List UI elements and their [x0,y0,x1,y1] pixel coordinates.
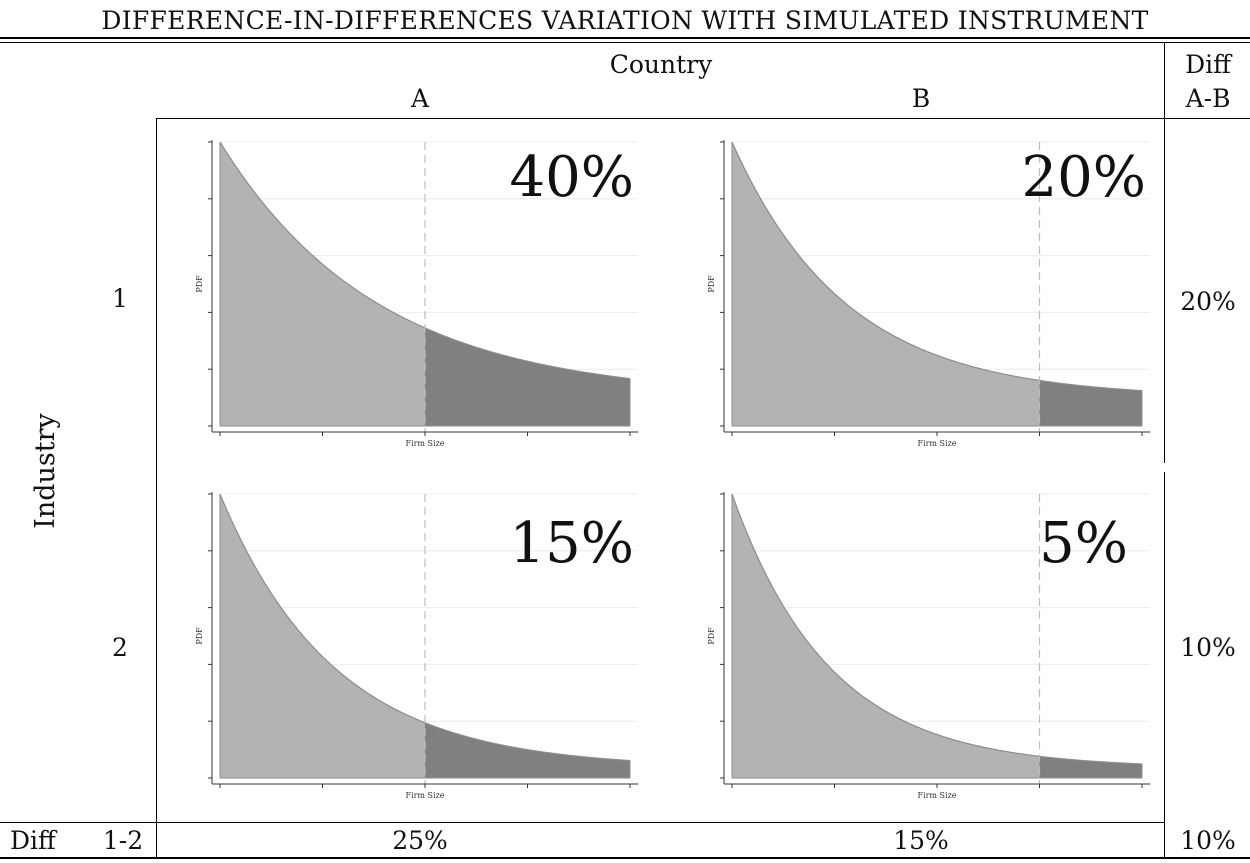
row1-diff-ab: 20% [1180,287,1236,316]
panel-1a: PDF Firm Size 40% [195,140,638,448]
density-curve [731,141,1143,392]
y-axis-label: PDF [195,275,204,293]
row-label-2: 2 [112,633,128,662]
density-area-right-tail [425,327,630,426]
density-area-right-tail [1039,756,1142,778]
panel-1b: PDF Firm Size 20% [707,140,1150,448]
density-area-right-tail [425,722,630,778]
table-title: DIFFERENCE-IN-DIFFERENCES VARIATION WITH… [101,6,1149,35]
panel-share-label: 15% [510,511,634,576]
panel-area-left-border [156,118,157,858]
column-header-a: A [410,84,430,113]
x-axis-label: Firm Size [405,439,444,448]
panel-share-label: 5% [1039,511,1128,576]
country-group-label: Country [609,50,713,79]
footer-diff-sublabel: 1-2 [102,826,144,855]
density-area-left [220,142,425,426]
density-area-left [732,494,1040,778]
row-label-1: 1 [112,284,128,313]
footer-diff-country-b: 15% [893,826,949,855]
density-area-left [220,494,425,778]
panel-share-label: 40% [510,145,634,210]
top-rule-second [0,42,1250,43]
x-axis-label: Firm Size [917,439,956,448]
x-axis-label: Firm Size [917,791,956,800]
y-axis-label: PDF [707,275,716,293]
diff-column-divider-bottom [1164,472,1165,858]
diff-column-header-line1: Diff [1185,50,1231,79]
density-curve [731,493,1143,765]
panel-2b: PDF Firm Size 5% [707,492,1150,800]
diff-column-header-line2: A-B [1185,84,1231,113]
industry-axis-label: Industry [30,413,61,529]
bottom-rule [0,857,1250,859]
diff-column-divider-top [1164,43,1165,463]
top-rule [0,37,1250,39]
footer-diff-country-a: 25% [392,826,448,855]
density-area-left [732,142,1040,426]
x-axis-label: Firm Size [405,791,444,800]
column-header-b: B [911,84,931,113]
header-rule [156,118,1250,119]
row2-diff-ab: 10% [1180,633,1236,662]
footer-diff-label: Diff [10,826,56,855]
panel-2a: PDF Firm Size 15% [195,492,638,800]
footer-rule [0,822,1165,823]
footer-diff-total: 10% [1180,826,1236,855]
y-axis-label: PDF [707,627,716,645]
panel-share-label: 20% [1022,145,1146,210]
y-axis-label: PDF [195,627,204,645]
density-area-right-tail [1039,380,1142,426]
